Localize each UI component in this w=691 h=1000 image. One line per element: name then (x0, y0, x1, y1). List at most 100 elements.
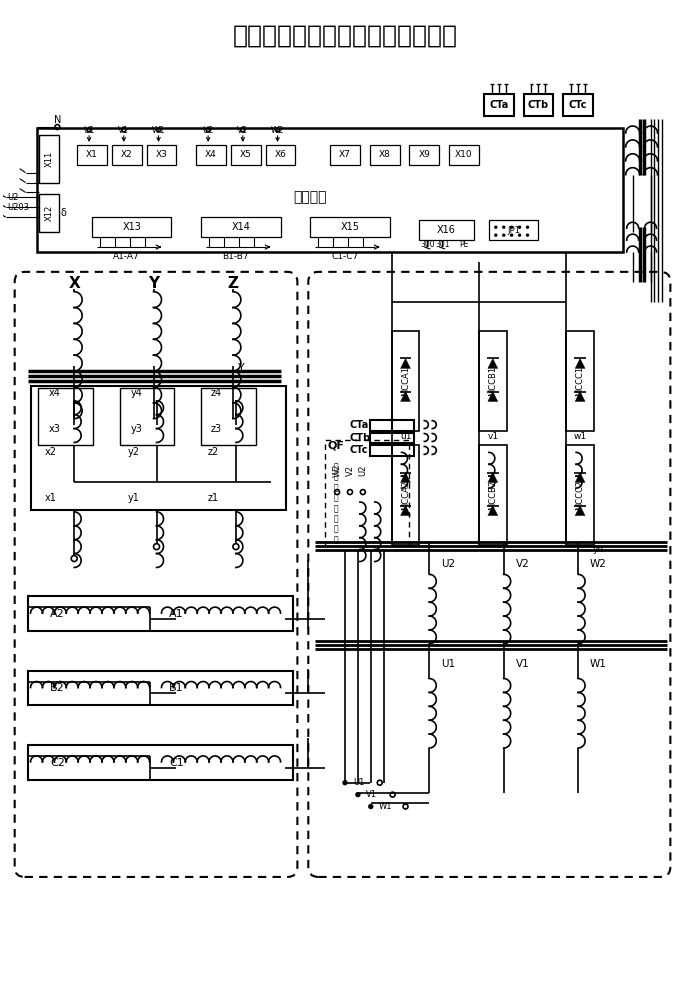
Circle shape (511, 234, 513, 236)
Circle shape (356, 793, 360, 797)
Text: v1: v1 (487, 432, 498, 441)
Text: X1: X1 (86, 150, 98, 159)
Text: C2: C2 (50, 758, 65, 768)
Text: CTb: CTb (350, 433, 371, 443)
Bar (524, 94, 553, 116)
Bar (28, 745, 294, 780)
Text: X2: X2 (121, 150, 133, 159)
Bar (196, 145, 226, 165)
Bar (201, 388, 256, 445)
Bar (112, 145, 142, 165)
Text: V2: V2 (237, 126, 248, 135)
Text: W2: W2 (271, 126, 284, 135)
Bar (392, 445, 419, 545)
Text: U203: U203 (8, 203, 30, 212)
Text: A2: A2 (50, 609, 65, 619)
Text: u1: u1 (400, 432, 411, 441)
Polygon shape (488, 473, 498, 482)
Bar (120, 388, 174, 445)
Text: U2: U2 (8, 193, 19, 202)
Bar (310, 217, 390, 237)
Text: W1: W1 (590, 659, 607, 669)
Text: V1: V1 (118, 126, 129, 135)
Circle shape (369, 805, 372, 808)
Text: PE: PE (460, 240, 468, 249)
Text: W1: W1 (379, 802, 392, 811)
Bar (30, 386, 287, 510)
Text: yn: yn (592, 545, 603, 554)
Text: x4: x4 (48, 388, 60, 398)
Text: X10: X10 (455, 150, 473, 159)
Bar (370, 445, 415, 456)
Text: z2: z2 (207, 447, 218, 457)
Circle shape (511, 226, 513, 228)
Text: CTb: CTb (528, 100, 549, 110)
Text: CTc: CTc (350, 445, 368, 455)
Circle shape (527, 234, 529, 236)
Circle shape (343, 781, 347, 785)
Bar (201, 217, 281, 237)
Text: MCCC2: MCCC2 (576, 480, 585, 510)
Polygon shape (401, 358, 410, 368)
Bar (28, 596, 294, 631)
Bar (37, 128, 623, 252)
Text: Y: Y (238, 363, 245, 373)
Polygon shape (488, 392, 498, 401)
Text: y4: y4 (131, 388, 142, 398)
Text: MCCA1: MCCA1 (401, 366, 410, 396)
Text: y3: y3 (131, 424, 142, 434)
Polygon shape (488, 506, 498, 516)
Text: x2: x2 (44, 447, 57, 457)
Text: z4: z4 (211, 388, 222, 398)
Text: w1: w1 (574, 432, 587, 441)
Polygon shape (401, 506, 410, 516)
Text: z1: z1 (207, 493, 218, 503)
Text: 301: 301 (435, 240, 449, 249)
Text: X3: X3 (155, 150, 167, 159)
Text: X: X (68, 276, 80, 291)
Text: MCCA2: MCCA2 (401, 480, 410, 510)
Text: X11: X11 (45, 151, 54, 167)
Bar (325, 440, 410, 550)
Text: Z: Z (227, 276, 238, 291)
Circle shape (519, 234, 520, 236)
Circle shape (503, 234, 504, 236)
Text: A1-A7: A1-A7 (113, 252, 140, 261)
Text: C1-C7: C1-C7 (332, 252, 359, 261)
Bar (370, 420, 415, 431)
Polygon shape (575, 506, 585, 516)
Bar (563, 94, 593, 116)
Text: 三
相
保
护
控
制
开
关: 三 相 保 护 控 制 开 关 (334, 462, 339, 544)
Text: X16: X16 (437, 225, 455, 235)
Polygon shape (488, 358, 498, 368)
Text: V1: V1 (366, 790, 377, 799)
Text: U1: U1 (442, 659, 455, 669)
Text: N: N (54, 115, 61, 125)
Polygon shape (575, 473, 585, 482)
Text: W1: W1 (152, 126, 165, 135)
Text: X15: X15 (341, 222, 359, 232)
Bar (410, 145, 439, 165)
Text: QF: QF (328, 440, 345, 450)
Bar (489, 220, 538, 240)
Text: CTc: CTc (569, 100, 587, 110)
Text: z3: z3 (211, 424, 222, 434)
Text: A1: A1 (169, 609, 184, 619)
Bar (146, 145, 176, 165)
Text: X8: X8 (379, 150, 390, 159)
Text: X7: X7 (339, 150, 351, 159)
Text: X14: X14 (231, 222, 250, 232)
Text: B2: B2 (50, 683, 65, 693)
Polygon shape (575, 392, 585, 401)
Text: B1: B1 (169, 683, 184, 693)
Bar (265, 145, 296, 165)
Text: δ: δ (60, 208, 66, 218)
Polygon shape (575, 358, 585, 368)
Text: CTa: CTa (350, 420, 369, 430)
Bar (39, 388, 93, 445)
Text: U1: U1 (353, 778, 364, 787)
Text: X12: X12 (45, 205, 54, 221)
Bar (419, 220, 474, 240)
Bar (479, 331, 507, 431)
Bar (484, 94, 513, 116)
